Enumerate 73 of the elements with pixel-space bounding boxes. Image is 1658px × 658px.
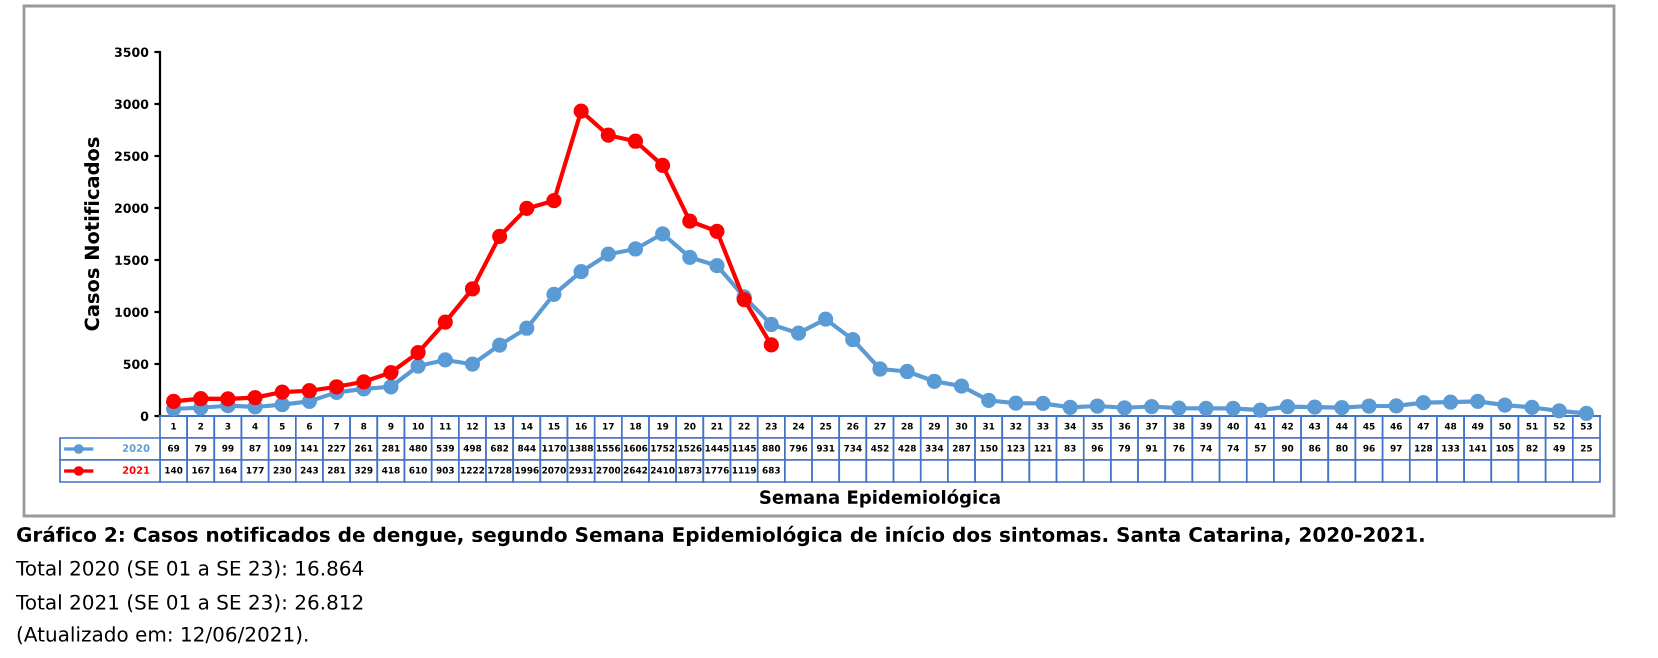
- point: [1279, 399, 1296, 415]
- point: [383, 379, 399, 395]
- point: [356, 374, 372, 390]
- point: [519, 320, 535, 336]
- text: Total 2021 (SE 01 a SE 23): 26.812: [15, 594, 363, 613]
- point: [519, 200, 535, 217]
- point: [953, 378, 970, 394]
- point: [437, 352, 453, 368]
- point: [464, 281, 481, 297]
- point: [600, 127, 616, 143]
- point: [1252, 402, 1269, 418]
- point: [1225, 400, 1241, 416]
- point: [301, 383, 318, 399]
- point: [573, 264, 589, 280]
- point: [1415, 395, 1432, 411]
- point: [546, 286, 562, 302]
- point: [491, 337, 508, 353]
- point: [1171, 400, 1187, 416]
- point: [926, 373, 942, 389]
- point: [1442, 394, 1459, 410]
- y-axis-title: Casos Notificados: [84, 137, 100, 331]
- point: [1062, 399, 1078, 416]
- point: [437, 314, 453, 330]
- point: [274, 384, 290, 400]
- point: [1497, 397, 1513, 413]
- point: [274, 397, 290, 413]
- point: [763, 316, 779, 333]
- point: [627, 241, 644, 257]
- point: [165, 393, 182, 410]
- point: [1334, 400, 1350, 416]
- point: [709, 223, 725, 239]
- point: [573, 103, 589, 119]
- point: [655, 226, 671, 242]
- point: [491, 228, 508, 244]
- point: [1035, 395, 1051, 412]
- point: [247, 389, 263, 406]
- point: [220, 391, 236, 407]
- point: [1089, 398, 1105, 414]
- point: [627, 133, 644, 149]
- point: [790, 325, 807, 341]
- point: [410, 358, 426, 374]
- point: [1470, 393, 1486, 409]
- point: [546, 193, 562, 209]
- point: [1388, 398, 1404, 414]
- point: [682, 213, 698, 229]
- point: [872, 361, 888, 377]
- point: [1361, 398, 1377, 414]
- x-axis-title: Semana Epidemiológica: [760, 489, 1000, 508]
- point: [1116, 400, 1133, 416]
- point: [193, 390, 209, 407]
- point: [1307, 399, 1323, 415]
- point: [1198, 400, 1214, 416]
- point: [1008, 395, 1024, 411]
- point: [1144, 398, 1160, 415]
- point: [709, 258, 725, 274]
- point: [682, 249, 698, 265]
- point: [1578, 405, 1595, 422]
- text: (Atualizado em: 12/06/2021).: [17, 626, 308, 645]
- text: Gráfico 2: Casos notificados de dengue, segundo Semana Epidemiológica de início dos sintomas. Santa Catarina, 2020-2021.: [17, 525, 1424, 547]
- point: [981, 392, 997, 409]
- point: [410, 344, 426, 361]
- point: [763, 337, 779, 353]
- point: [464, 356, 481, 372]
- point: [845, 332, 861, 348]
- point: [383, 364, 399, 381]
- point: [655, 157, 671, 173]
- point: [328, 379, 345, 395]
- text: Total 2020 (SE 01 a SE 23): 16.864: [15, 560, 364, 579]
- point: [600, 246, 616, 262]
- point: [1524, 399, 1540, 416]
- point: [899, 363, 915, 380]
- point: [818, 311, 834, 327]
- point: [1551, 403, 1567, 419]
